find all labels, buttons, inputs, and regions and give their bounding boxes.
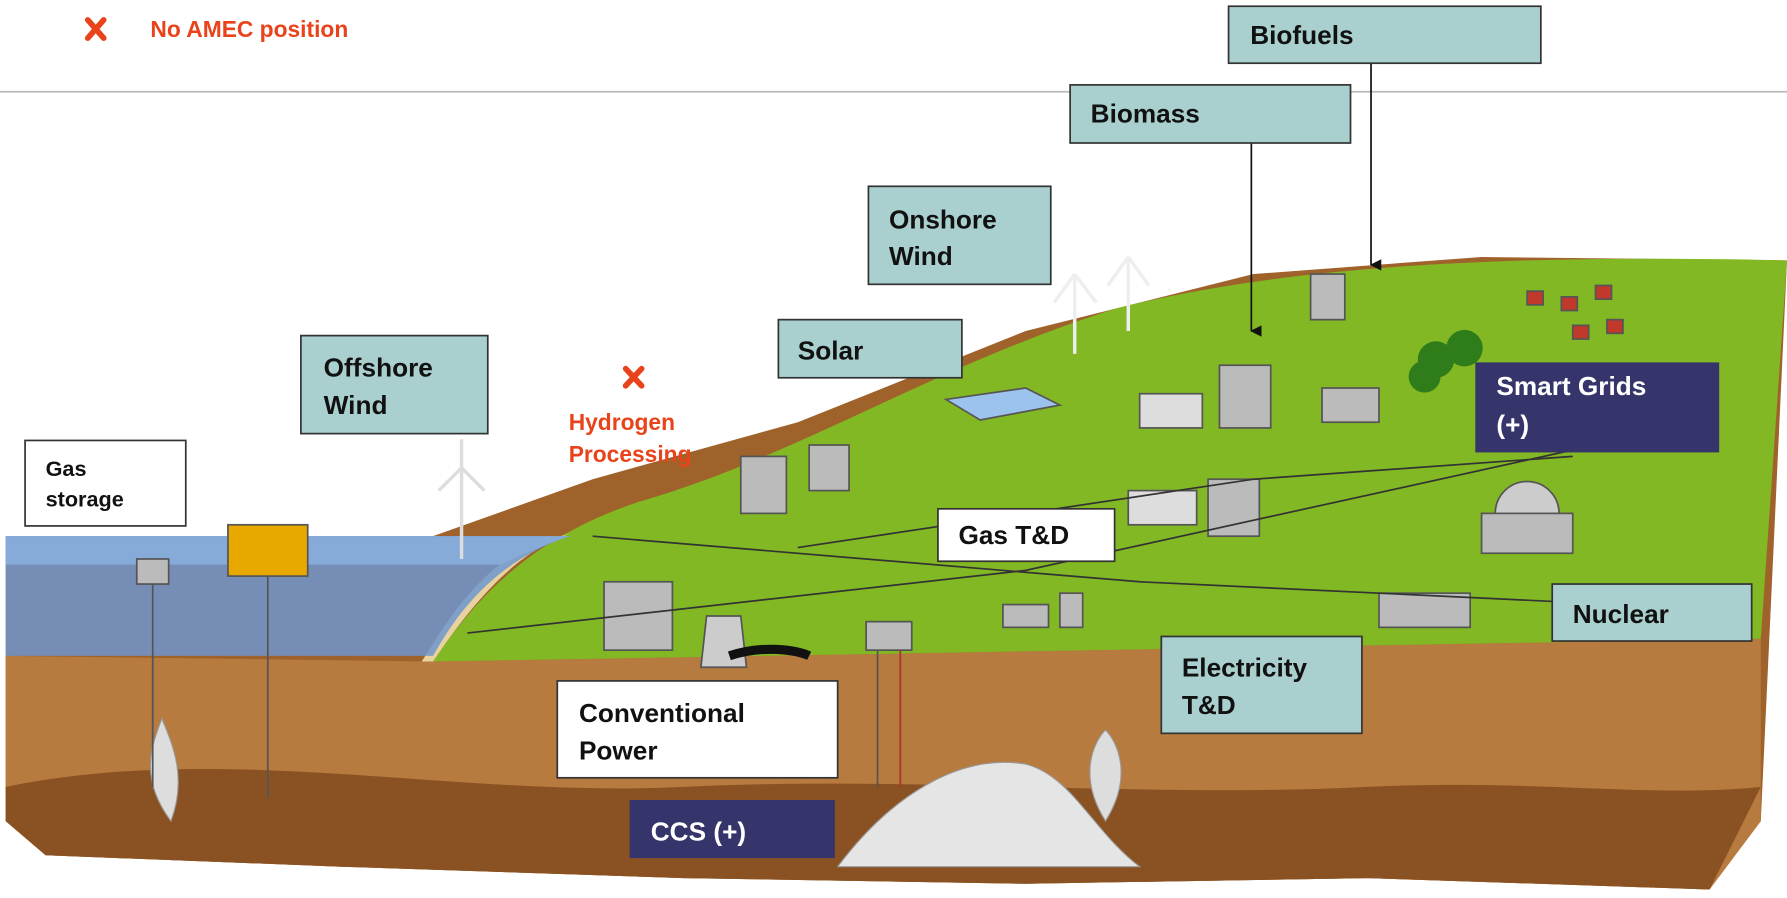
biofuels-label: Biofuels bbox=[1250, 20, 1353, 50]
diagram: No AMEC position bbox=[0, 0, 1787, 898]
conventional-power-label: Power bbox=[579, 736, 658, 766]
nuclear-label: Nuclear bbox=[1573, 599, 1669, 629]
hydrogen-label: Hydrogen bbox=[569, 409, 675, 435]
offshore-wind-label: Wind bbox=[324, 390, 388, 420]
biomass-label: Biomass bbox=[1091, 98, 1200, 128]
gas-td-label: Gas T&D bbox=[958, 520, 1069, 550]
ccs-label: CCS (+) bbox=[651, 816, 746, 846]
legend-label: No AMEC position bbox=[150, 16, 348, 42]
conventional-power-label: Conventional bbox=[579, 698, 745, 728]
hydrogen-cross bbox=[626, 369, 642, 386]
gas-storage-label: storage bbox=[46, 487, 124, 512]
smart-grids-label: Smart Grids bbox=[1496, 371, 1646, 401]
offshore-wind-label: Offshore bbox=[324, 353, 433, 383]
onshore-wind-label: Wind bbox=[889, 241, 953, 271]
gas-storage-label: Gas bbox=[46, 456, 87, 481]
smart-grids-label: (+) bbox=[1496, 410, 1529, 440]
electricity-td-label: T&D bbox=[1182, 690, 1236, 720]
gas-storage-box bbox=[25, 440, 186, 525]
electricity-td-label: Electricity bbox=[1182, 652, 1308, 682]
hydrogen-label: Processing bbox=[569, 441, 692, 467]
solar-label: Solar bbox=[798, 336, 864, 366]
onshore-wind-label: Onshore bbox=[889, 204, 997, 234]
legend-cross bbox=[88, 20, 104, 38]
